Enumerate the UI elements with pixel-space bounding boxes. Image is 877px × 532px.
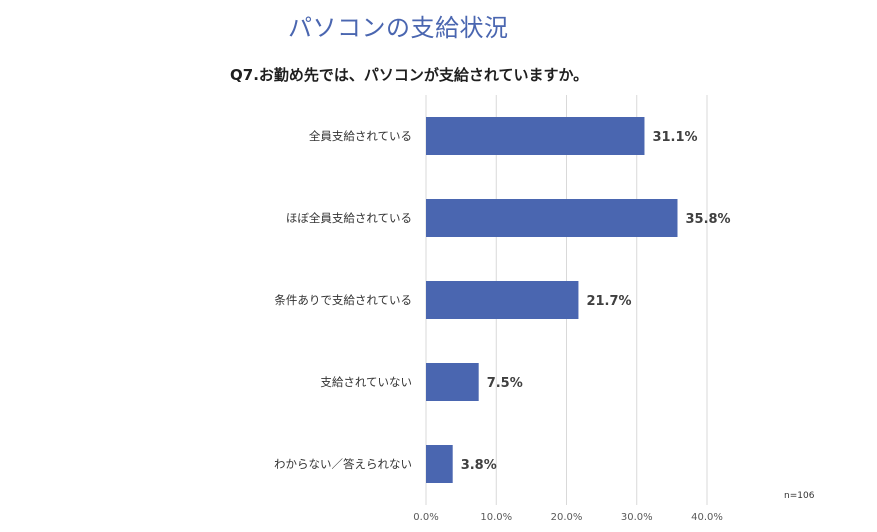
bar: [426, 445, 453, 483]
page-title: パソコンの支給状況: [288, 14, 509, 42]
x-tick-label: 10.0%: [480, 512, 512, 523]
labels: 0.0% 10.0% 20.0% 30.0% 40.0% 全員支給されている 31.1% ほぼ…: [274, 129, 731, 523]
bar: [426, 117, 645, 155]
x-tick-label: 20.0%: [551, 512, 583, 523]
bars: [426, 117, 678, 483]
category-label: 全員支給されている: [309, 129, 412, 143]
data-label: 35.8%: [685, 212, 730, 227]
x-tick-label: 0.0%: [413, 512, 438, 523]
sample-size-note: n=106: [784, 491, 815, 501]
bar: [426, 363, 479, 401]
category-label: 条件ありで支給されている: [274, 293, 412, 307]
bar: [426, 281, 579, 319]
category-label: ほぼ全員支給されている: [286, 211, 412, 225]
bar: [426, 199, 678, 237]
x-tick-label: 40.0%: [691, 512, 723, 523]
data-label: 7.5%: [487, 376, 523, 391]
data-label: 3.8%: [461, 458, 497, 473]
chart-title: Q7.お勤め先では、パソコンが支給されていますか。: [230, 66, 589, 84]
x-tick-label: 30.0%: [621, 512, 653, 523]
category-label: 支給されていない: [320, 375, 412, 389]
data-label: 31.1%: [652, 130, 697, 145]
data-label: 21.7%: [586, 294, 631, 309]
category-label: わからない／答えられない: [274, 457, 412, 471]
